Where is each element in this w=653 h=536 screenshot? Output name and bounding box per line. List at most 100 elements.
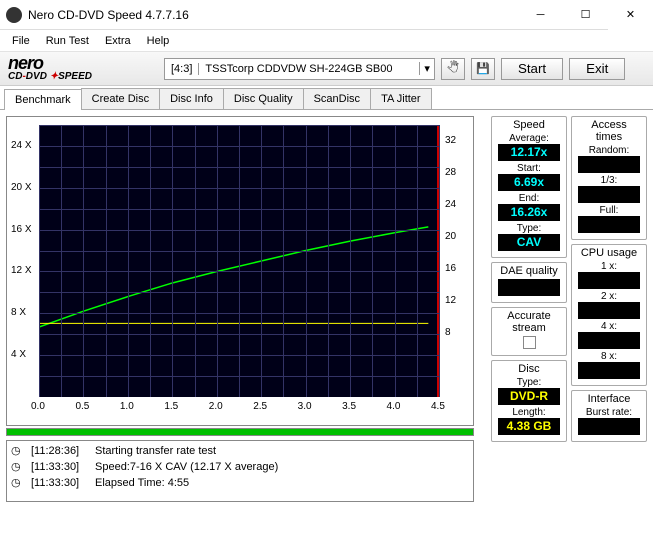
aspect-ratio: [4:3] xyxy=(165,63,199,75)
x-tick: 2.5 xyxy=(253,401,267,412)
clock-icon: ◷ xyxy=(11,475,23,491)
plot-area xyxy=(39,125,439,397)
x-tick: 3.5 xyxy=(342,401,356,412)
tab-createdisc[interactable]: Create Disc xyxy=(81,88,160,109)
accurate-stream-checkbox[interactable] xyxy=(523,336,536,349)
y-left-tick: 8 X xyxy=(11,307,26,318)
x-tick: 1.5 xyxy=(164,401,178,412)
tab-discquality[interactable]: Disc Quality xyxy=(223,88,304,109)
y-right-tick: 28 xyxy=(445,167,456,178)
panel-title: DAE quality xyxy=(498,265,560,277)
panel-title: Interface xyxy=(578,393,640,405)
speed-start: 6.69x xyxy=(498,174,560,191)
y-right-tick: 32 xyxy=(445,135,456,146)
x-tick: 2.0 xyxy=(209,401,223,412)
app-icon xyxy=(6,7,22,23)
log-line: ◷ [11:33:30] Speed:7-16 X CAV (12.17 X ave… xyxy=(11,459,469,475)
stat-label: End: xyxy=(498,193,560,204)
stats-col-2: Access times Random: 1/3: Full: CPU usag… xyxy=(571,116,647,518)
panel-title: Speed xyxy=(498,119,560,131)
log-timestamp: [11:28:36] xyxy=(31,443,87,459)
benchmark-chart: 24 X20 X16 X12 X8 X4 X32282420161280.00.… xyxy=(6,116,474,426)
tab-row: Benchmark Create Disc Disc Info Disc Qua… xyxy=(0,86,653,110)
maximize-button[interactable]: ☐ xyxy=(563,0,608,30)
stat-label: Start: xyxy=(498,163,560,174)
x-tick: 0.5 xyxy=(75,401,89,412)
brand-logo: nero CD-DVD ✦SPEED xyxy=(8,55,158,83)
chevron-down-icon[interactable]: ▾ xyxy=(419,62,434,75)
menu-extra[interactable]: Extra xyxy=(97,33,139,49)
right-column: Speed Average: 12.17x Start: 6.69x End: … xyxy=(491,116,647,518)
minimize-button[interactable]: ─ xyxy=(518,0,563,30)
brand-subtitle: CD-DVD ✦SPEED xyxy=(8,71,158,82)
stat-label: Length: xyxy=(498,407,560,418)
menubar: File Run Test Extra Help xyxy=(0,30,653,52)
y-left-tick: 24 X xyxy=(11,140,32,151)
stat-label: Average: xyxy=(498,133,560,144)
y-left-tick: 4 X xyxy=(11,349,26,360)
cpu-1x xyxy=(578,272,640,289)
stat-label: 2 x: xyxy=(578,291,640,302)
y-right-tick: 20 xyxy=(445,231,456,242)
stat-label: Type: xyxy=(498,377,560,388)
brand-nero-text: nero xyxy=(8,55,158,71)
log-timestamp: [11:33:30] xyxy=(31,459,87,475)
refresh-button[interactable]: 🖑 xyxy=(441,58,465,80)
speed-end: 16.26x xyxy=(498,204,560,221)
stat-label: 1 x: xyxy=(578,261,640,272)
log-line: ◷[11:33:30]Elapsed Time: 4:55 xyxy=(11,475,469,491)
log-timestamp: [11:33:30] xyxy=(31,475,87,491)
stat-label: Burst rate: xyxy=(578,407,640,418)
tab-discinfo[interactable]: Disc Info xyxy=(159,88,224,109)
dae-panel: DAE quality xyxy=(491,262,567,303)
stat-label: 4 x: xyxy=(578,321,640,332)
clock-icon: ◷ xyxy=(11,443,23,459)
x-tick: 4.5 xyxy=(431,401,445,412)
close-button[interactable]: ✕ xyxy=(608,0,653,30)
y-right-tick: 24 xyxy=(445,199,456,210)
disc-type: DVD-R xyxy=(498,388,560,405)
y-left-tick: 12 X xyxy=(11,265,32,276)
x-tick: 1.0 xyxy=(120,401,134,412)
interface-panel: Interface Burst rate: xyxy=(571,390,647,442)
y-right-tick: 16 xyxy=(445,263,456,274)
start-button[interactable]: Start xyxy=(501,58,563,80)
stat-label: Full: xyxy=(578,205,640,216)
dae-value xyxy=(498,279,560,296)
progress-bar xyxy=(6,428,474,436)
drive-selector[interactable]: [4:3] TSSTcorp CDDVDW SH-224GB SB00 ▾ xyxy=(164,58,435,80)
speed-average: 12.17x xyxy=(498,144,560,161)
toolbar: nero CD-DVD ✦SPEED [4:3] TSSTcorp CDDVDW… xyxy=(0,52,653,86)
stats-col-1: Speed Average: 12.17x Start: 6.69x End: … xyxy=(491,116,567,518)
save-button[interactable]: 💾 xyxy=(471,58,495,80)
log-message: Speed:7-16 X CAV (12.17 X average) xyxy=(95,459,278,475)
panel-title: Disc xyxy=(498,363,560,375)
disc-length: 4.38 GB xyxy=(498,418,560,435)
accurate-stream-panel: Accurate stream xyxy=(491,307,567,356)
y-right-tick: 8 xyxy=(445,327,451,338)
access-third xyxy=(578,186,640,203)
left-column: 24 X20 X16 X12 X8 X4 X32282420161280.00.… xyxy=(6,116,485,518)
tab-tajitter[interactable]: TA Jitter xyxy=(370,88,432,109)
disc-panel: Disc Type: DVD-R Length: 4.38 GB xyxy=(491,360,567,442)
menu-runtest[interactable]: Run Test xyxy=(38,33,97,49)
stat-label: Random: xyxy=(578,145,640,156)
access-times-panel: Access times Random: 1/3: Full: xyxy=(571,116,647,240)
x-tick: 0.0 xyxy=(31,401,45,412)
panel-title: Accurate stream xyxy=(498,310,560,334)
log-message: Starting transfer rate test xyxy=(95,443,216,459)
exit-button[interactable]: Exit xyxy=(569,58,625,80)
menu-file[interactable]: File xyxy=(4,33,38,49)
main-area: 24 X20 X16 X12 X8 X4 X32282420161280.00.… xyxy=(0,110,653,524)
tab-scandisc[interactable]: ScanDisc xyxy=(303,88,371,109)
y-left-tick: 20 X xyxy=(11,182,32,193)
menu-help[interactable]: Help xyxy=(139,33,178,49)
tab-benchmark[interactable]: Benchmark xyxy=(4,89,82,110)
access-random xyxy=(578,156,640,173)
window-title: Nero CD-DVD Speed 4.7.7.16 xyxy=(28,8,518,22)
log-box: ◷ [11:28:36] Starting transfer rate test ◷… xyxy=(6,440,474,502)
clock-icon: ◷ xyxy=(11,459,23,475)
log-line: ◷ [11:28:36] Starting transfer rate test xyxy=(11,443,469,459)
panel-title: CPU usage xyxy=(578,247,640,259)
cpu-8x xyxy=(578,362,640,379)
